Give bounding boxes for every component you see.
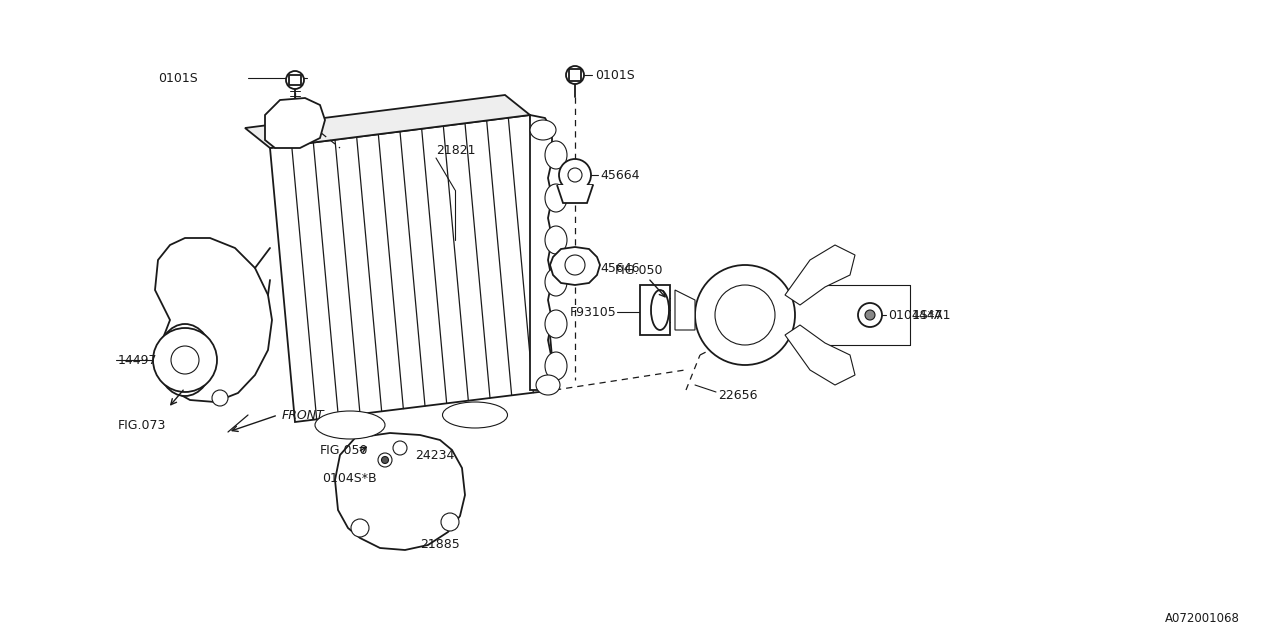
Text: 0101S: 0101S [595, 68, 635, 81]
Polygon shape [155, 238, 273, 402]
Polygon shape [640, 285, 669, 335]
Circle shape [568, 168, 582, 182]
Polygon shape [785, 325, 855, 385]
Text: FRONT: FRONT [282, 408, 325, 422]
Circle shape [858, 303, 882, 327]
Circle shape [212, 390, 228, 406]
Ellipse shape [315, 411, 385, 439]
Circle shape [154, 328, 218, 392]
Ellipse shape [545, 226, 567, 254]
Text: 14497: 14497 [118, 353, 157, 367]
Text: 0101S: 0101S [157, 72, 197, 84]
Polygon shape [530, 115, 556, 390]
Polygon shape [270, 115, 556, 422]
Circle shape [865, 310, 876, 320]
Text: 0104S*A: 0104S*A [888, 308, 942, 321]
Text: 21885: 21885 [420, 538, 460, 552]
Polygon shape [265, 98, 325, 148]
Text: FIG.050: FIG.050 [320, 444, 369, 456]
Circle shape [559, 159, 591, 191]
Circle shape [351, 519, 369, 537]
Ellipse shape [695, 265, 795, 365]
Ellipse shape [443, 402, 507, 428]
Text: 24234: 24234 [415, 449, 454, 461]
Text: F93105: F93105 [570, 305, 617, 319]
Circle shape [285, 71, 305, 89]
Circle shape [566, 66, 584, 84]
Text: 21821: 21821 [436, 143, 475, 157]
Text: 45646: 45646 [600, 262, 640, 275]
Bar [570, 69, 581, 81]
Text: 45664: 45664 [600, 168, 640, 182]
Ellipse shape [536, 375, 561, 395]
Polygon shape [675, 290, 695, 330]
Circle shape [442, 513, 460, 531]
Text: 14471: 14471 [913, 308, 951, 321]
Ellipse shape [545, 310, 567, 338]
Ellipse shape [545, 268, 567, 296]
Bar [289, 75, 301, 85]
Circle shape [378, 453, 392, 467]
Ellipse shape [530, 120, 556, 140]
Circle shape [564, 255, 585, 275]
Ellipse shape [545, 141, 567, 169]
Circle shape [381, 456, 389, 463]
Text: 22656: 22656 [718, 388, 758, 401]
Polygon shape [550, 247, 600, 285]
Ellipse shape [157, 324, 212, 396]
Ellipse shape [545, 352, 567, 380]
Ellipse shape [652, 290, 669, 330]
Ellipse shape [545, 184, 567, 212]
Ellipse shape [716, 285, 774, 345]
Polygon shape [557, 185, 593, 203]
Polygon shape [244, 95, 530, 148]
Text: 0104S*B: 0104S*B [323, 472, 376, 484]
Polygon shape [785, 245, 855, 305]
Polygon shape [335, 433, 465, 550]
Text: A072001068: A072001068 [1165, 612, 1240, 625]
Circle shape [393, 441, 407, 455]
Text: FIG.073: FIG.073 [118, 419, 166, 431]
Circle shape [172, 346, 198, 374]
Text: FIG.050: FIG.050 [614, 264, 663, 276]
